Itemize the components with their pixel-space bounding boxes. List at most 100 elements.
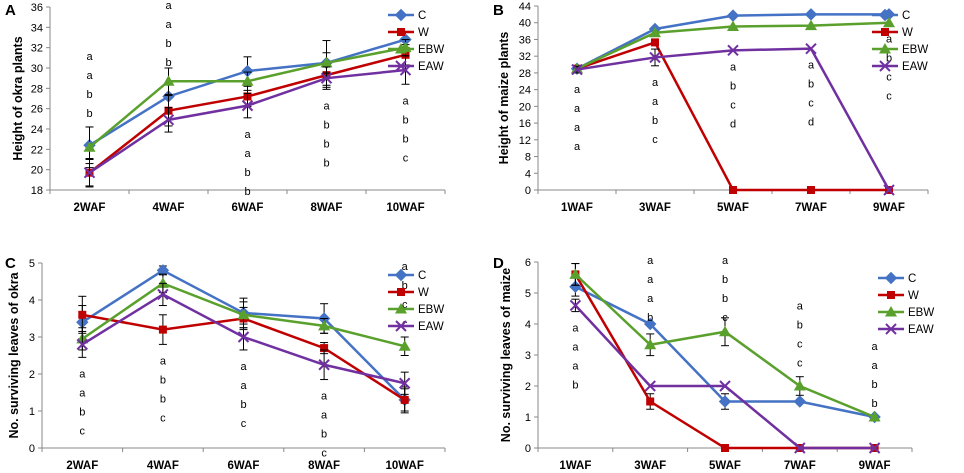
legend: CW EBW EAW bbox=[388, 8, 444, 73]
significance-letter: a bbox=[240, 361, 247, 373]
significance-letter: b bbox=[240, 399, 246, 411]
legend-label: EAW bbox=[418, 321, 444, 333]
data-point bbox=[320, 72, 333, 84]
significance-letter: a bbox=[79, 368, 86, 380]
y-tick-label: 6 bbox=[525, 257, 531, 269]
data-point bbox=[398, 377, 411, 389]
significance-letter: b bbox=[872, 398, 878, 410]
y-tick-label: 0 bbox=[29, 443, 35, 455]
x-tick-label: 2WAF bbox=[74, 202, 106, 214]
significance-letter: a bbox=[321, 410, 328, 422]
data-point bbox=[320, 56, 333, 68]
x-tick-label: 3WAF bbox=[634, 460, 666, 472]
significance-letter: b bbox=[572, 380, 578, 392]
legend-label: C bbox=[418, 10, 426, 22]
significance-letter: b bbox=[797, 320, 803, 332]
significance-letter: b bbox=[165, 57, 171, 69]
series-eaw bbox=[76, 282, 411, 395]
legend-label: C bbox=[902, 10, 910, 22]
legend-item-c: C bbox=[388, 268, 426, 282]
significance-letter: a bbox=[652, 96, 659, 108]
legend-item-eaw: EAW bbox=[872, 60, 928, 73]
legend-label: C bbox=[418, 270, 426, 282]
data-point bbox=[646, 397, 655, 406]
y-axis-label: No. surviving leaves of maize bbox=[499, 268, 513, 442]
significance-letter: b bbox=[321, 429, 327, 441]
legend-label: C bbox=[908, 273, 916, 285]
legend-marker bbox=[394, 8, 408, 22]
legend-marker bbox=[878, 8, 892, 22]
legend-marker bbox=[395, 43, 407, 54]
data-point bbox=[718, 395, 732, 408]
significance-letter: b bbox=[652, 115, 658, 127]
x-tick-label: 6WAF bbox=[232, 202, 264, 214]
y-tick-label: 16 bbox=[519, 118, 531, 130]
legend-item-c: C bbox=[872, 8, 910, 22]
y-tick-label: 1 bbox=[525, 412, 531, 424]
significance-letter: c bbox=[402, 318, 408, 330]
data-point bbox=[883, 16, 895, 28]
legend-marker bbox=[887, 291, 895, 299]
y-tick-label: 0 bbox=[525, 185, 531, 197]
y-tick-label: 8 bbox=[525, 152, 531, 164]
series-eaw bbox=[571, 42, 895, 196]
legend-item-eaw: EAW bbox=[388, 60, 444, 73]
y-tick-label: 20 bbox=[31, 165, 43, 177]
y-tick-label: 40 bbox=[519, 18, 531, 30]
legend-item-w: W bbox=[878, 290, 919, 302]
data-point bbox=[162, 114, 175, 126]
significance-letter: a bbox=[79, 387, 86, 399]
significance-letter: a bbox=[886, 34, 893, 46]
significance-letter: a bbox=[872, 341, 879, 353]
significance-letter: b bbox=[323, 157, 329, 169]
legend-label: EBW bbox=[418, 44, 444, 56]
data-point bbox=[727, 44, 739, 57]
data-point bbox=[237, 331, 250, 343]
significance-letter: c bbox=[321, 448, 327, 460]
significance-letter: c bbox=[797, 339, 803, 351]
data-point bbox=[571, 63, 583, 76]
y-axis-label: Height of maize plants bbox=[497, 32, 511, 165]
data-point bbox=[721, 444, 729, 452]
series-ebw bbox=[83, 39, 412, 169]
legend-marker bbox=[884, 271, 898, 285]
significance-letter: b bbox=[165, 38, 171, 50]
significance-letter: d bbox=[730, 118, 736, 130]
significance-letter: b bbox=[244, 186, 250, 198]
significance-letter: a bbox=[730, 61, 737, 73]
significance-letter: a bbox=[647, 255, 654, 267]
y-tick-label: 1 bbox=[29, 406, 35, 418]
significance-letter: a bbox=[572, 342, 579, 354]
legend-item-c: C bbox=[878, 271, 916, 285]
data-point bbox=[793, 395, 807, 408]
legend-label: W bbox=[908, 290, 919, 302]
series-ebw bbox=[569, 263, 881, 422]
significance-letter: a bbox=[652, 77, 659, 89]
data-point bbox=[156, 277, 169, 288]
x-tick-label: 1WAF bbox=[559, 460, 591, 472]
significance-letter: b bbox=[872, 379, 878, 391]
data-point bbox=[78, 310, 87, 319]
significance-letter: b bbox=[808, 79, 814, 91]
y-tick-label: 32 bbox=[519, 51, 531, 63]
significance-letter: c bbox=[241, 418, 247, 430]
data-point bbox=[162, 75, 175, 86]
significance-letter: a bbox=[574, 103, 581, 115]
data-point bbox=[83, 141, 96, 152]
legend-marker bbox=[395, 303, 407, 314]
data-point bbox=[644, 338, 657, 350]
x-tick-label: 9WAF bbox=[873, 202, 905, 214]
chart-panel-d: D 0 1 2 3 4 5 6 1WAF 3WAF 5WAF 7WAF 9WAF No. survivin… bbox=[493, 255, 934, 472]
data-point bbox=[649, 26, 661, 38]
significance-letter: a bbox=[574, 84, 581, 96]
x-tick-label: 7WAF bbox=[784, 460, 816, 472]
series-w bbox=[571, 263, 879, 452]
significance-letter: b bbox=[160, 393, 166, 405]
legend-item-ebw: EBW bbox=[872, 43, 928, 56]
